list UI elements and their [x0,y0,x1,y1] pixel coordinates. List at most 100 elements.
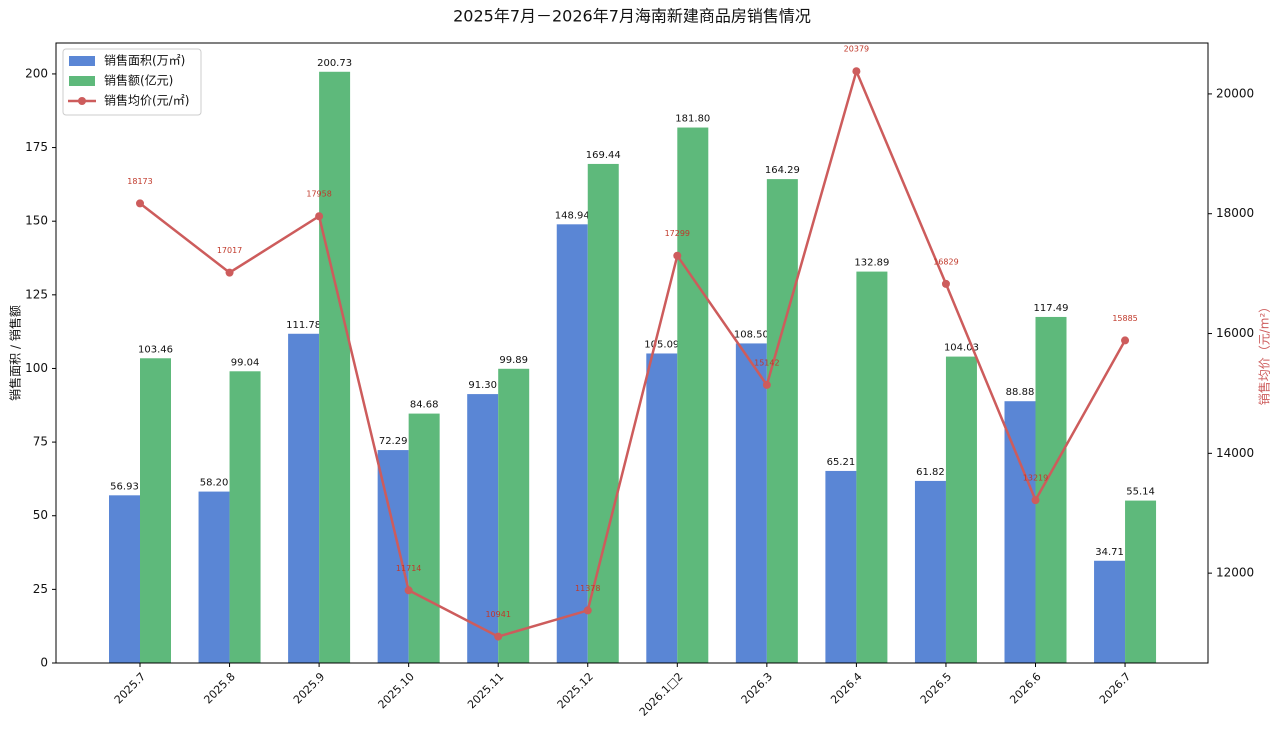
legend-swatch [69,56,95,66]
y-tick-label: 125 [25,287,48,301]
x-tick-label: 2025.7 [112,670,148,706]
price-point [1121,336,1130,345]
bar-value-label: 65.21 [827,457,856,468]
bar-value-label: 148.94 [555,210,590,221]
y-tick-label: 25 [33,582,48,596]
legend-label: 销售均价(元/㎡) [104,93,189,108]
bar-value-label: 99.04 [231,357,260,368]
bar [1094,560,1126,663]
price-value-label: 17299 [665,229,690,238]
y-tick-label: 175 [25,140,48,154]
price-value-label: 16829 [933,257,958,266]
bar-value-label: 111.78 [286,320,321,331]
bar-value-label: 104.03 [944,343,979,354]
bar [109,495,140,663]
price-value-label: 15885 [1112,314,1137,323]
legend-box [62,48,202,116]
x-tick-label: 2025.12 [555,670,596,711]
bar [319,71,351,663]
x-tick-label: 2026.5 [918,670,954,706]
bar-value-label: 108.50 [734,329,769,340]
price-point [404,586,413,595]
y2-tick-label: 14000 [1216,446,1254,460]
y2-axis-label: 销售均价（元/m²） [1257,301,1272,406]
bar [735,343,767,663]
y-tick-label: 50 [33,508,48,522]
bar [498,368,530,663]
bar-value-label: 88.88 [1006,387,1035,398]
price-line [139,67,1127,638]
bar [914,480,946,663]
price-value-label: 20379 [844,45,869,54]
y2-tick-label: 18000 [1216,206,1254,220]
legend-swatch [69,76,95,86]
price-point [941,279,950,288]
price-value-label: 17017 [217,246,242,255]
bar-value-label: 181.80 [675,114,710,125]
y2-tick-label: 20000 [1216,86,1254,100]
bar-value-label: 117.49 [1034,303,1069,314]
bar-value-label: 91.30 [468,380,497,391]
price-value-label: 13219 [1023,474,1048,483]
bar [408,413,440,663]
bar [825,470,857,663]
bar [646,353,678,663]
price-point [762,380,771,389]
plot-frame [55,42,1209,664]
bar-value-label: 34.71 [1095,547,1124,558]
bar-value-label: 61.82 [916,467,945,478]
x-tick-label: 2025.11 [465,670,506,711]
x-tick-label: 2025.8 [201,670,237,706]
x-tick-label: 2026.6 [1007,670,1043,706]
price-value-label: 11378 [575,584,600,593]
bar [140,358,171,663]
price-value-label: 11714 [396,564,421,573]
price-point [315,212,324,221]
bar [288,333,320,663]
price-value-label: 17958 [306,190,331,199]
bar [198,491,230,663]
bar-value-label: 72.29 [379,436,408,447]
legend-marker [78,97,86,105]
y-tick-label: 150 [25,214,48,228]
x-tick-label: 2026.4 [828,670,864,706]
legend: 销售面积(万㎡) 销售额(亿元) 销售均价(元/㎡) [62,48,202,116]
bar-value-label: 105.09 [644,339,679,350]
bar [945,356,977,663]
bar-value-label: 103.46 [138,344,173,355]
bar-value-label: 99.89 [499,355,528,366]
bar-value-label: 200.73 [317,58,352,69]
bar [1004,401,1036,663]
x-tick-label: 2026.7 [1097,670,1133,706]
x-tick-label: 2026.3 [739,670,775,706]
price-value-label: 18173 [127,177,152,186]
bar [587,163,619,663]
legend-label: 销售面积(万㎡) [104,53,185,68]
price-point [494,632,503,641]
bar-value-label: 164.29 [765,165,800,176]
bar-value-label: 56.93 [110,481,139,492]
y-axis-label: 销售面积 / 销售额 [8,305,23,401]
price-point [583,606,592,615]
bar [467,394,499,663]
y-tick-label: 100 [25,361,48,375]
x-tick-label: 2025.10 [376,670,417,711]
bar-value-label: 55.14 [1126,487,1155,498]
y2-tick-label: 16000 [1216,326,1254,340]
bar-value-label: 169.44 [586,150,621,161]
y2-tick-label: 12000 [1216,566,1254,580]
price-point [1031,496,1040,505]
bar [229,371,261,663]
bar [677,127,709,664]
bar-value-label: 84.68 [410,400,439,411]
y-tick-label: 75 [33,435,48,449]
bar [556,224,588,663]
bar [766,179,798,663]
price-point [673,251,682,260]
x-tick-label: 2025.9 [291,670,327,706]
price-value-label: 10941 [485,610,510,619]
price-point [225,268,234,277]
bar-value-label: 58.20 [200,478,229,489]
